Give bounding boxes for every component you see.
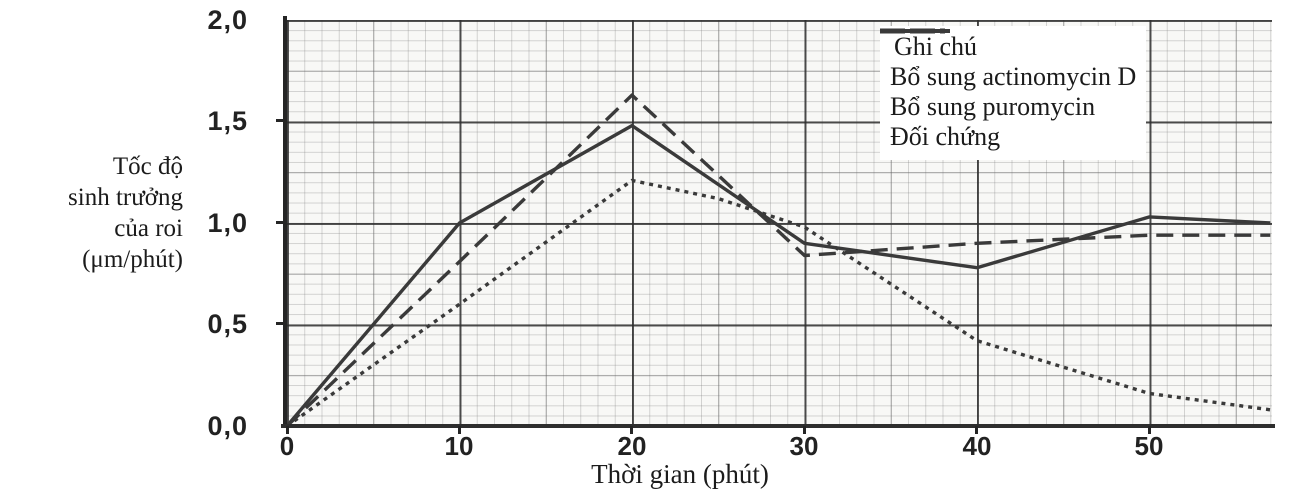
solid-line-icon bbox=[880, 29, 950, 33]
x-tick-mark bbox=[630, 426, 633, 434]
y-axis-title: Tốc độ sinh trưởng của roi (μm/phút) bbox=[18, 151, 183, 275]
x-tick-mark bbox=[975, 426, 978, 434]
legend-label-control: Đối chứng bbox=[890, 122, 1001, 151]
x-tick-label: 30 bbox=[789, 431, 819, 461]
series-line-dotted bbox=[286, 178, 1271, 428]
legend-item-control: Đối chứng bbox=[880, 29, 1136, 152]
legend-title: Ghi chú bbox=[894, 32, 978, 61]
series-line-dashed bbox=[285, 93, 1271, 428]
x-tick-label: 0 bbox=[279, 431, 295, 461]
y-tick-mark bbox=[276, 322, 287, 325]
y-axis-title-line: (μm/phút) bbox=[82, 246, 183, 273]
y-tick-label: 2,0 bbox=[207, 5, 248, 35]
y-axis-title-line: sinh trưởng bbox=[68, 184, 183, 211]
y-tick-label: 1,5 bbox=[207, 106, 248, 136]
legend-label-actinomycin: Bổ sung actinomycin D bbox=[890, 62, 1137, 91]
x-tick-label: 20 bbox=[617, 431, 647, 461]
x-tick-mark bbox=[1148, 426, 1151, 434]
x-axis-line bbox=[281, 424, 1275, 428]
y-tick-label: 0,0 bbox=[207, 411, 248, 441]
x-tick-label: 10 bbox=[444, 431, 474, 461]
legend-item-actinomycin: Bổ sung actinomycin D bbox=[880, 28, 1137, 92]
x-tick-label: 50 bbox=[1134, 431, 1164, 461]
y-tick-mark bbox=[276, 221, 287, 224]
x-tick-mark bbox=[458, 426, 461, 434]
x-tick-mark bbox=[803, 426, 806, 434]
data-series-canvas bbox=[285, 93, 1271, 428]
x-tick-label: 40 bbox=[962, 431, 992, 461]
y-tick-mark bbox=[276, 119, 287, 122]
y-axis-title-line: Tốc độ bbox=[112, 153, 183, 180]
legend-item-puromycin: Bổ sung puromycin bbox=[880, 28, 1136, 122]
y-axis-title-line: của roi bbox=[114, 215, 183, 242]
legend-label-puromycin: Bổ sung puromycin bbox=[890, 92, 1096, 121]
legend: Ghi chú Bổ sung actinomycin D Bổ sung pu… bbox=[880, 26, 1147, 160]
series-line-solid bbox=[285, 123, 1271, 428]
plot-area: Ghi chú Bổ sung actinomycin D Bổ sung pu… bbox=[285, 20, 1272, 428]
x-axis-title: Thời gian (phút) bbox=[591, 459, 769, 489]
y-tick-label: 1,0 bbox=[207, 208, 248, 238]
y-tick-label: 0,5 bbox=[207, 309, 248, 339]
x-tick-mark bbox=[286, 426, 289, 434]
